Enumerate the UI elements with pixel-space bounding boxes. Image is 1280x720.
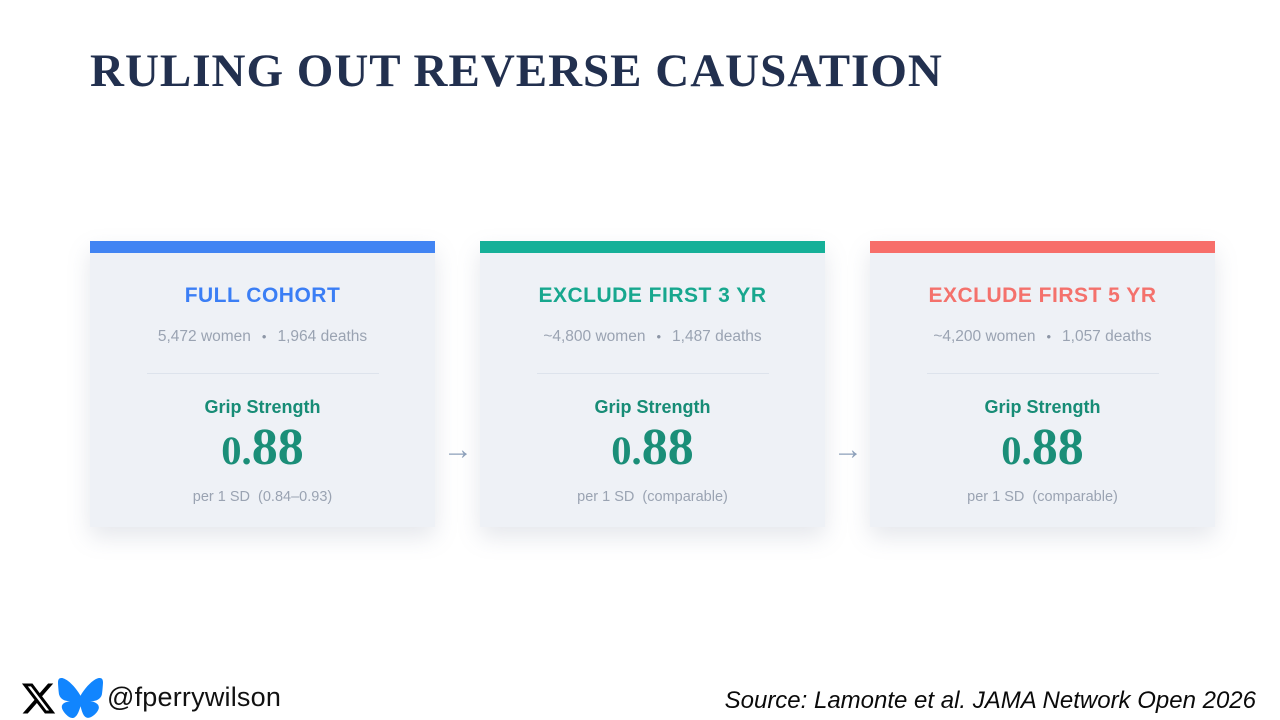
card-heading: FULL COHORT xyxy=(184,284,341,307)
bullet-separator-icon: • xyxy=(656,329,662,344)
footer-social: @fperrywilson xyxy=(20,676,281,718)
metric-value: 0.88 xyxy=(221,419,304,476)
cohort-count: ~4,800 women xyxy=(543,328,646,345)
metric-label: Grip Strength xyxy=(984,397,1101,417)
card-full-cohort: FULL COHORT 5,472 women • 1,964 deaths G… xyxy=(90,241,435,527)
card-accent-bar xyxy=(90,241,435,253)
card-exclude-3yr: EXCLUDE FIRST 3 YR ~4,800 women • 1,487 … xyxy=(480,241,825,527)
card-heading: EXCLUDE FIRST 3 YR xyxy=(538,284,767,307)
divider xyxy=(536,373,769,374)
bullet-separator-icon: • xyxy=(261,329,267,344)
metric-note: per 1 SD (0.84–0.93) xyxy=(192,489,333,505)
deaths-count: 1,057 deaths xyxy=(1062,328,1152,345)
divider xyxy=(926,373,1159,374)
card-accent-bar xyxy=(870,241,1215,253)
card-stats: 5,472 women • 1,964 deaths xyxy=(90,327,435,347)
cohort-count: 5,472 women xyxy=(157,328,251,345)
bluesky-logo-icon xyxy=(58,678,103,718)
deaths-count: 1,487 deaths xyxy=(672,328,762,345)
card-accent-bar xyxy=(480,241,825,253)
right-arrow-icon: → xyxy=(443,433,473,466)
card-stats: ~4,800 women • 1,487 deaths xyxy=(480,327,825,347)
slide-title: RULING OUT REVERSE CAUSATION xyxy=(90,45,943,97)
metric-label: Grip Strength xyxy=(204,397,321,417)
divider xyxy=(146,373,379,374)
metric-value: 0.88 xyxy=(1001,419,1084,476)
card-heading: EXCLUDE FIRST 5 YR xyxy=(928,284,1157,307)
x-logo-icon xyxy=(21,683,56,714)
metric-value: 0.88 xyxy=(611,419,694,476)
card-body: EXCLUDE FIRST 3 YR ~4,800 women • 1,487 … xyxy=(480,283,825,507)
source-citation: Source: Lamonte et al. JAMA Network Open… xyxy=(724,687,1256,714)
cohort-count: ~4,200 women xyxy=(933,328,1036,345)
right-arrow-icon: → xyxy=(833,433,863,466)
metric-note: per 1 SD (comparable) xyxy=(967,489,1118,505)
card-body: EXCLUDE FIRST 5 YR ~4,200 women • 1,057 … xyxy=(870,283,1215,507)
card-exclude-5yr: EXCLUDE FIRST 5 YR ~4,200 women • 1,057 … xyxy=(870,241,1215,527)
card-stats: ~4,200 women • 1,057 deaths xyxy=(870,327,1215,347)
bullet-separator-icon: • xyxy=(1046,329,1052,344)
metric-note: per 1 SD (comparable) xyxy=(577,489,728,505)
social-handle: @fperrywilson xyxy=(107,681,282,712)
card-body: FULL COHORT 5,472 women • 1,964 deaths G… xyxy=(90,283,435,507)
deaths-count: 1,964 deaths xyxy=(277,328,368,345)
metric-label: Grip Strength xyxy=(594,397,711,417)
